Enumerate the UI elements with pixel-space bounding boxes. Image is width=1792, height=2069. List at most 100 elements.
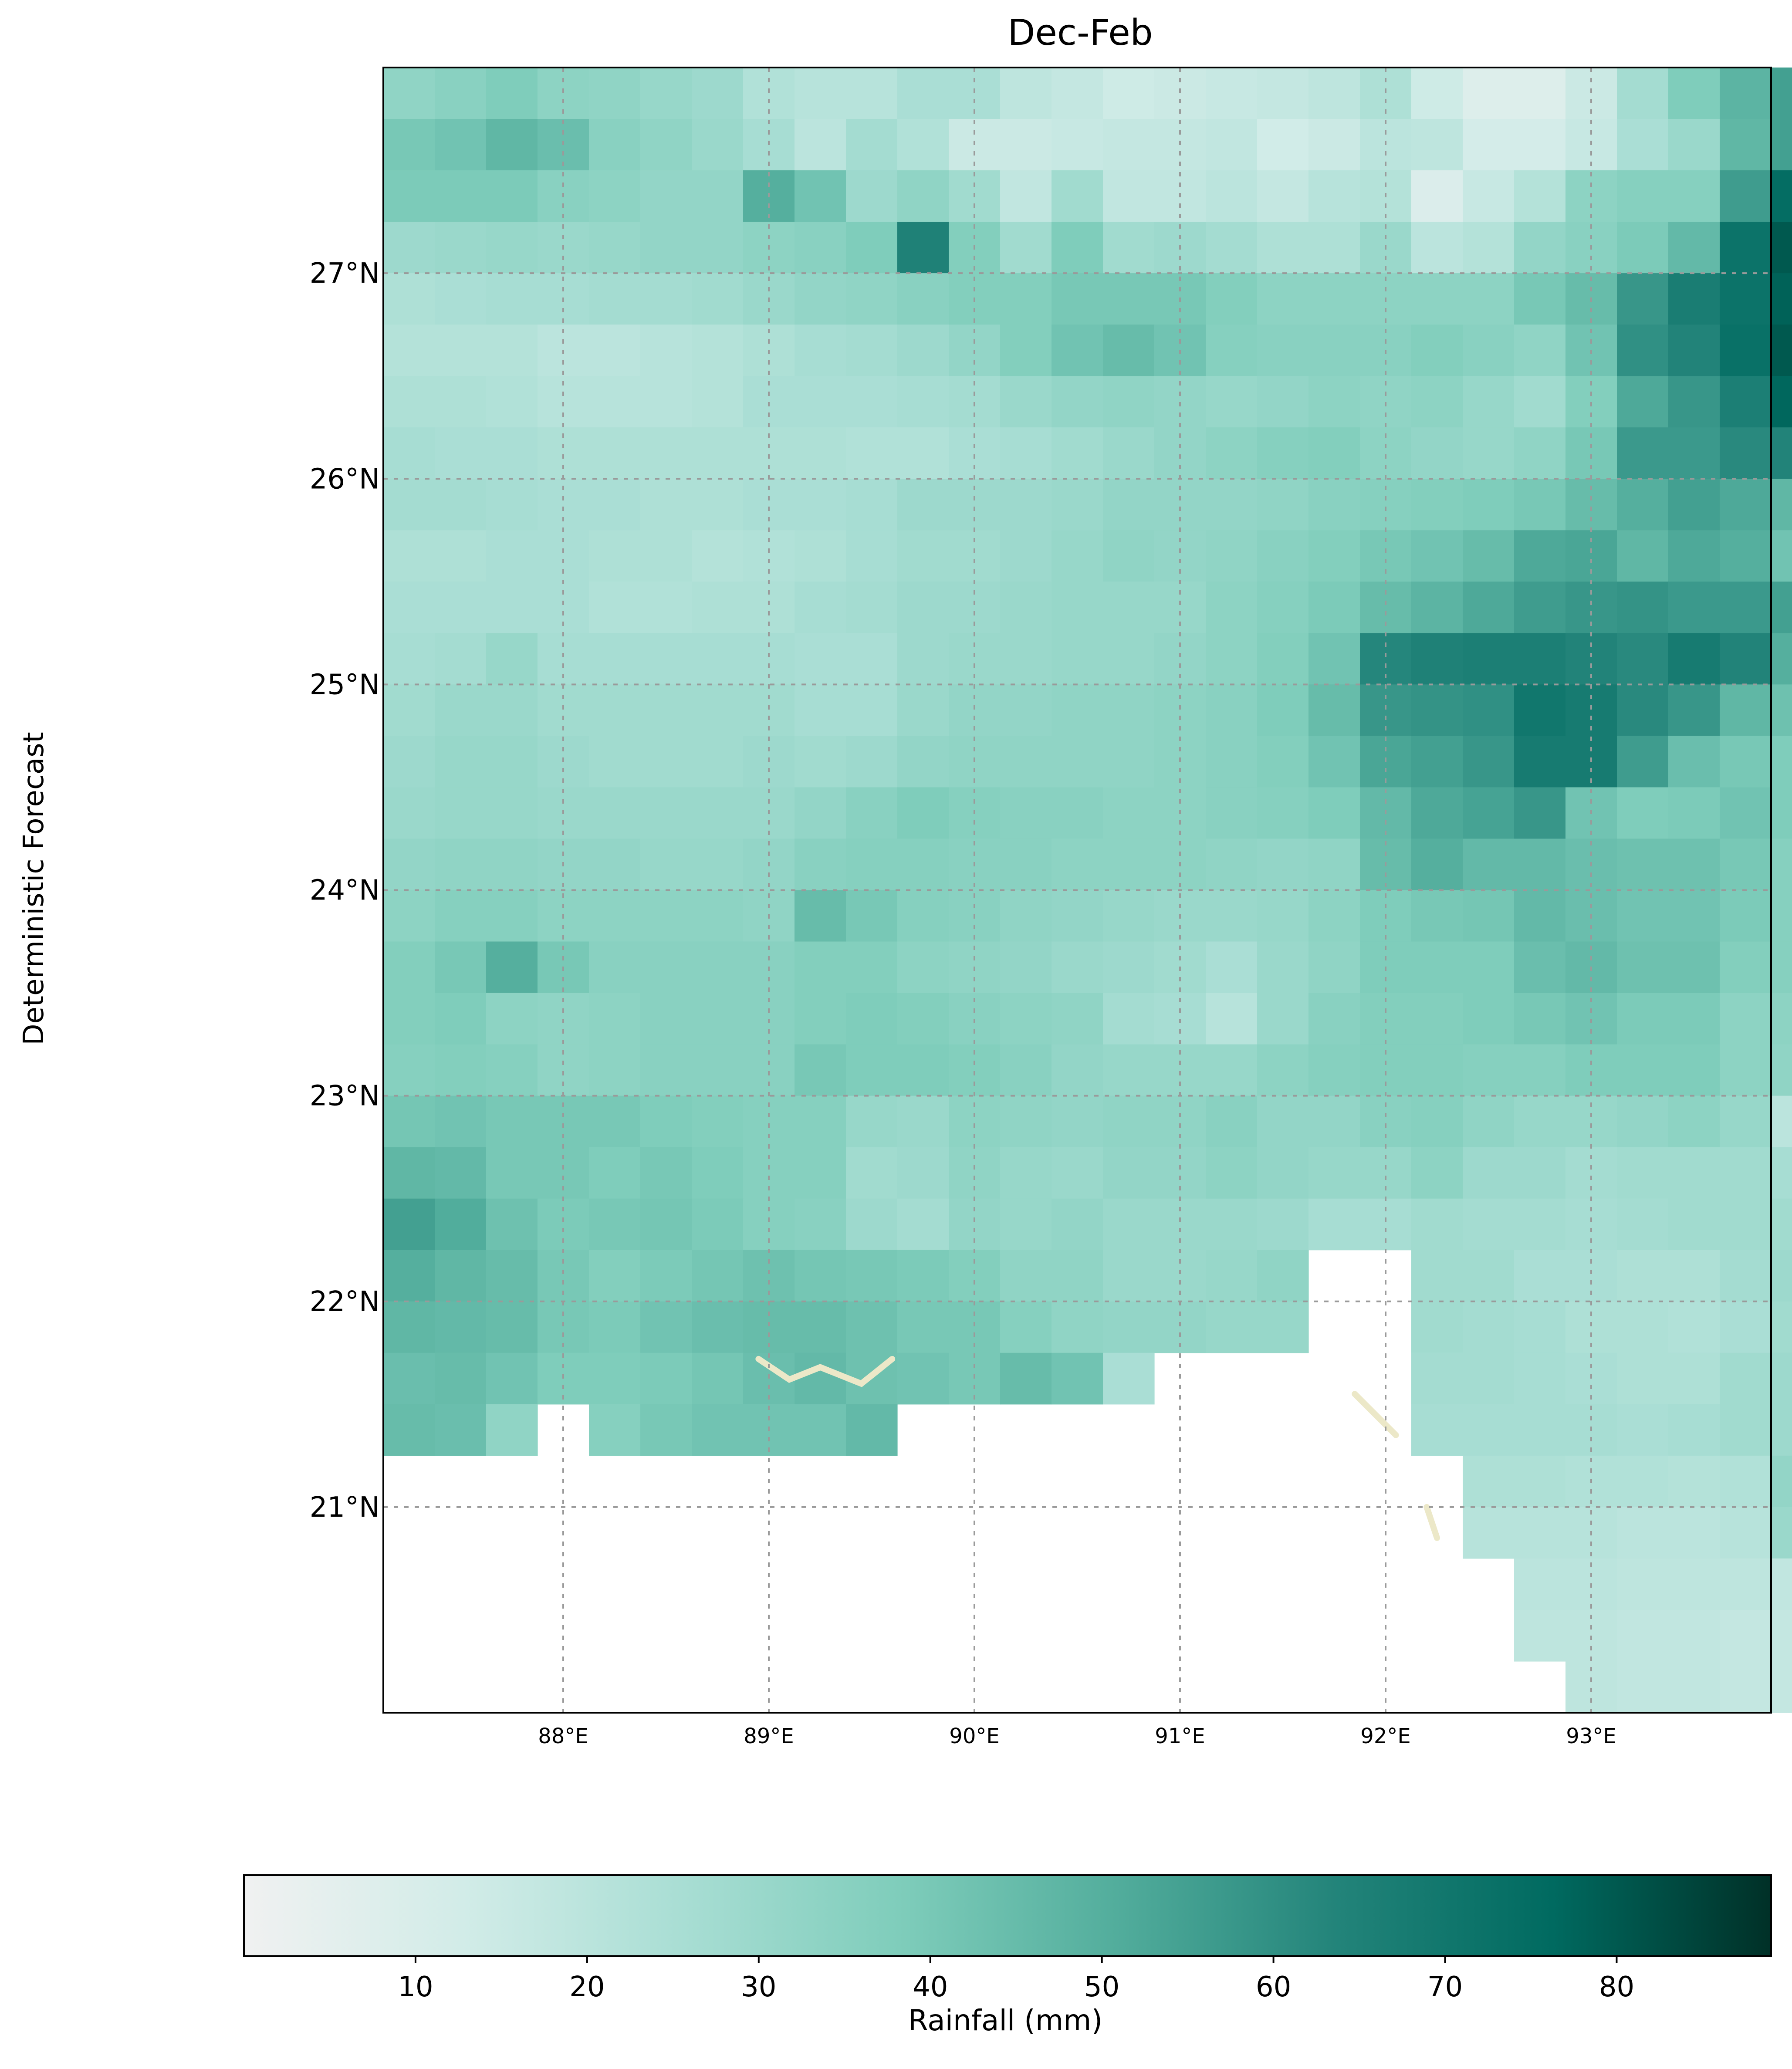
rainfall-cell [589,787,641,839]
rainfall-cell [1257,993,1309,1045]
rainfall-cell [1257,222,1309,274]
rainfall-cell [1052,838,1103,891]
rainfall-cell [846,1250,898,1302]
rainfall-cell [383,119,435,171]
rainfall-cell [846,1095,898,1148]
rainfall-cell [846,838,898,891]
rainfall-cell [795,1044,846,1096]
rainfall-cell [1000,1147,1052,1199]
rainfall-cell [1720,581,1772,633]
rainfall-cell [1668,1507,1720,1559]
rainfall-cell [1720,530,1772,582]
rainfall-cell [1308,941,1360,994]
rainfall-cell [1617,581,1669,633]
rainfall-cell [795,68,846,119]
lon-labels: 88°E 89°E 90°E 91°E 92°E 93°E [538,1724,1616,1748]
rainfall-cell [1771,787,1792,839]
rainfall-cell [1514,1147,1566,1199]
rainfall-cell [1103,170,1155,222]
rainfall-cell [1206,170,1258,222]
rainfall-cell [1617,68,1669,119]
rainfall-cell [1103,119,1155,171]
rainfall-cell [640,376,692,428]
lat-labels: 27°N 26°N 25°N 24°N 23°N 22°N 21°N [310,257,380,1524]
rainfall-cell [1617,1147,1669,1199]
rainfall-cell [795,633,846,685]
rainfall-cell [1411,1147,1463,1199]
rainfall-cell [1771,1404,1792,1456]
rainfall-cell [1000,941,1052,994]
rainfall-cell [1463,1352,1515,1405]
coastline-segment [1352,1391,1399,1438]
rainfall-cell [692,1301,744,1353]
rainfall-cell [1000,1044,1052,1096]
rainfall-cell [897,941,949,994]
rainfall-cell [846,1404,898,1456]
colorbar-ticks: 10 20 30 40 50 60 70 80 [398,1956,1634,2003]
rainfall-cell [486,530,538,582]
rainfall-cell [1720,119,1772,171]
rainfall-cell [1308,838,1360,891]
rainfall-cell [1617,273,1669,325]
rainfall-cell [1103,1095,1155,1148]
rainfall-cell [640,530,692,582]
rainfall-cell [589,427,641,479]
rainfall-cell [1668,325,1720,376]
lat-label: 25°N [310,669,380,701]
rainfall-cell [1463,273,1515,325]
rainfall-cell [846,170,898,222]
rainfall-cell [1206,1147,1258,1199]
rainfall-cell [1668,633,1720,685]
rainfall-cell [589,890,641,942]
rainfall-cell [1103,1198,1155,1251]
rainfall-cell [1257,1147,1309,1199]
rainfall-cell [640,170,692,222]
rainfall-cell [1771,1044,1792,1096]
rainfall-cell [486,1404,538,1456]
rainfall-cell [1668,1404,1720,1456]
rainfall-cell [1103,787,1155,839]
rainfall-cell [1000,838,1052,891]
rainfall-cell [1514,1609,1566,1662]
rainfall-cell [1257,1250,1309,1302]
rainfall-cell [383,941,435,994]
rainfall-cell [692,68,744,119]
rainfall-cell [1206,325,1258,376]
rainfall-cell [1617,1404,1669,1456]
rainfall-cell [486,890,538,942]
rainfall-cell [1771,479,1792,531]
rainfall-cell [486,170,538,222]
rainfall-cell [1514,1301,1566,1353]
rainfall-cell [1206,1095,1258,1148]
rainfall-cell [1720,1095,1772,1148]
rainfall-cell [1257,170,1309,222]
rainfall-cell [640,1044,692,1096]
rainfall-cell [383,222,435,274]
rainfall-cell [1514,838,1566,891]
rainfall-cell [897,993,949,1045]
rainfall-cell [1411,684,1463,737]
rainfall-cell [795,427,846,479]
rainfall-cell [1720,890,1772,942]
rainfall-cell [486,787,538,839]
rainfall-cell [589,376,641,428]
rainfall-cell [640,427,692,479]
rainfall-cell [1103,479,1155,531]
rainfall-cell [1771,941,1792,994]
rainfall-cell [640,993,692,1045]
rainfall-cell [435,119,487,171]
rainfall-cell [897,1301,949,1353]
rainfall-cell [795,530,846,582]
rainfall-cell [1052,993,1103,1045]
rainfall-cell [1103,273,1155,325]
rainfall-cell [692,170,744,222]
rainfall-cell [383,581,435,633]
lat-label: 24°N [310,875,380,907]
rainfall-cell [383,68,435,119]
rainfall-cell [1617,325,1669,376]
rainfall-cell [383,427,435,479]
rainfall-cell [640,941,692,994]
rainfall-cell [589,1044,641,1096]
rainfall-cell [795,890,846,942]
rainfall-cell [435,222,487,274]
